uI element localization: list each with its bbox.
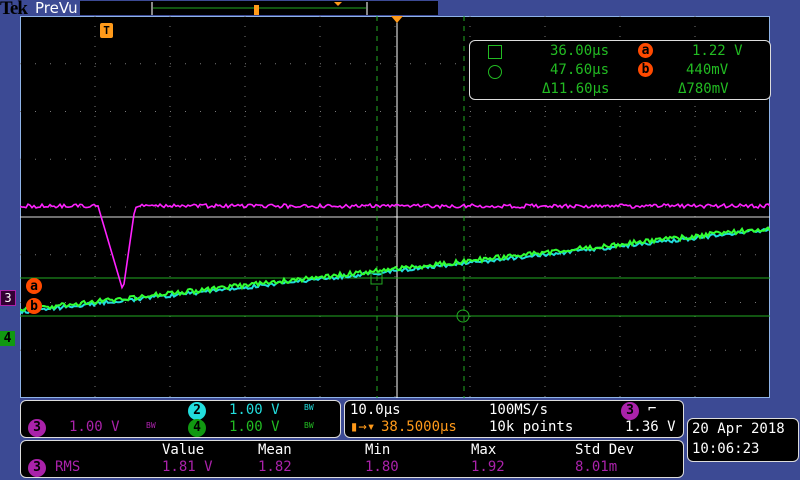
cursor-time-delta: Δ11.60µs bbox=[542, 81, 609, 97]
ch2-trace bbox=[20, 229, 770, 313]
trigger-level: 1.36 V bbox=[625, 419, 676, 435]
measure-value: 1.81 V bbox=[162, 459, 213, 475]
horizontal-scale: 10.0µs bbox=[350, 402, 401, 418]
ch3-bw-icon: BW bbox=[146, 421, 156, 430]
ch3-ground-marker[interactable]: 3 bbox=[0, 290, 16, 306]
ch4-badge[interactable]: 4 bbox=[188, 419, 206, 437]
cursor-time-a: 36.00µs bbox=[550, 43, 609, 59]
prevu-label: PreVu bbox=[35, 0, 78, 17]
ch2-bw-icon: BW bbox=[304, 403, 314, 412]
measure-mean: 1.82 bbox=[258, 459, 292, 475]
cursor-a-badge: a bbox=[638, 43, 653, 58]
ch4-scale: 1.00 V bbox=[229, 419, 280, 435]
measure-name: RMS bbox=[55, 459, 80, 475]
ch4-ground-marker[interactable]: 4 bbox=[0, 331, 15, 346]
timebase-trigger-panel[interactable]: 10.0µs 100MS/s 3 ⌐ ▮→▾ 38.5000µs 10k poi… bbox=[344, 400, 684, 438]
cursor-time-b: 47.60µs bbox=[550, 62, 609, 78]
cursor-volt-delta: Δ780mV bbox=[678, 81, 729, 97]
falling-edge-icon: ⌐ bbox=[648, 401, 656, 417]
trigger-position-marker[interactable] bbox=[391, 16, 403, 23]
sample-rate: 100MS/s bbox=[489, 402, 548, 418]
measure-header-mean: Mean bbox=[258, 442, 292, 458]
measure-header-min: Min bbox=[365, 442, 390, 458]
datetime-panel: 20 Apr 2018 10:06:23 bbox=[687, 418, 799, 462]
trigger-position-icon: ▮→▾ bbox=[350, 419, 375, 435]
record-overview[interactable] bbox=[80, 1, 438, 15]
measure-header-stddev: Std Dev bbox=[575, 442, 634, 458]
cursor-b-marker[interactable]: b bbox=[26, 298, 42, 314]
cursor-b-badge: b bbox=[638, 62, 653, 77]
ch4-bw-icon: BW bbox=[304, 421, 314, 430]
ch3-badge[interactable]: 3 bbox=[28, 419, 46, 437]
cursor-square-icon bbox=[488, 45, 502, 59]
trigger-position: 38.5000µs bbox=[381, 419, 457, 435]
cursor-volt-a: 1.22 V bbox=[692, 43, 743, 59]
cursor-volt-b: 440mV bbox=[686, 62, 728, 78]
measure-stddev: 8.01m bbox=[575, 459, 617, 475]
measure-source-badge: 3 bbox=[28, 459, 46, 477]
cursor-a-marker[interactable]: a bbox=[26, 278, 42, 294]
measure-header-value: Value bbox=[162, 442, 204, 458]
ch2-scale: 1.00 V bbox=[229, 402, 280, 418]
date: 20 Apr 2018 bbox=[692, 421, 785, 437]
trigger-source-badge: 3 bbox=[621, 402, 639, 420]
cursor-circle-icon bbox=[488, 65, 502, 79]
ch2-badge[interactable]: 2 bbox=[188, 402, 206, 420]
ch3-scale: 1.00 V bbox=[69, 419, 120, 435]
record-length: 10k points bbox=[489, 419, 573, 435]
measure-min: 1.80 bbox=[365, 459, 399, 475]
cursor-readout: 36.00µs 47.60µs Δ11.60µs a b 1.22 V 440m… bbox=[469, 40, 771, 100]
trigger-t-icon: T bbox=[100, 23, 113, 38]
measure-max: 1.92 bbox=[471, 459, 505, 475]
time: 10:06:23 bbox=[692, 441, 759, 457]
measurement-panel[interactable]: Value Mean Min Max Std Dev 3 RMS 1.81 V … bbox=[20, 440, 684, 478]
channel-panel[interactable]: 2 1.00 V BW 3 1.00 V BW 4 1.00 V BW bbox=[20, 400, 341, 438]
measure-header-max: Max bbox=[471, 442, 496, 458]
